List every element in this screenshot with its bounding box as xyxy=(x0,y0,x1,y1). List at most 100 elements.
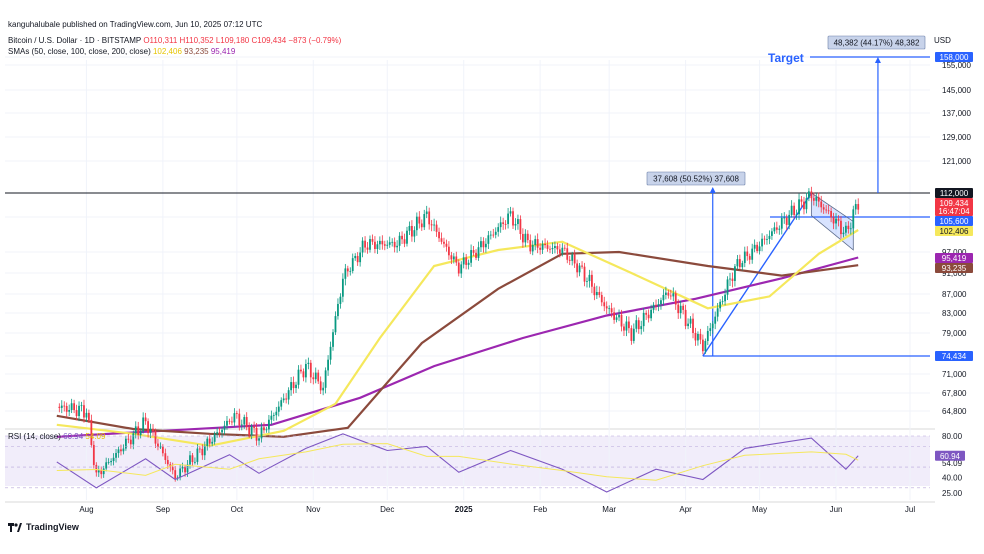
candle-body xyxy=(383,244,386,246)
candle-body xyxy=(694,332,697,341)
candle-body xyxy=(746,251,749,257)
pole-box xyxy=(646,171,746,186)
candle-body xyxy=(369,239,371,250)
candle-body xyxy=(396,245,399,248)
candle-body xyxy=(588,274,591,282)
candle-body xyxy=(211,441,214,444)
candle-body xyxy=(753,244,756,249)
candle-body xyxy=(803,201,805,210)
candle-body xyxy=(263,427,265,431)
candle-body xyxy=(640,326,643,330)
candle-body xyxy=(354,255,357,259)
candle-body xyxy=(376,244,379,250)
candle-body xyxy=(840,220,842,235)
candle-body xyxy=(825,209,828,211)
symbol-name: Bitcoin / U.S. Dollar · 1D · BITSTAMP xyxy=(8,36,142,45)
candle-body xyxy=(127,438,130,440)
candle-body xyxy=(679,305,682,314)
candle-body xyxy=(531,244,534,252)
candle-body xyxy=(756,244,759,252)
candle-body xyxy=(827,210,830,212)
candle-body xyxy=(734,266,736,281)
candle-body xyxy=(677,304,680,314)
time-tick-label: Oct xyxy=(231,505,244,514)
candle-body xyxy=(381,240,384,245)
candle-body xyxy=(378,240,381,245)
candle-body xyxy=(196,448,199,462)
candle-body xyxy=(110,461,112,463)
candle-body xyxy=(650,309,652,319)
price-label-text: 93,235 xyxy=(942,264,967,273)
rsi-current-text: 60.94 xyxy=(940,452,961,461)
candle-body xyxy=(623,326,625,331)
candle-body xyxy=(795,214,798,216)
candle-body xyxy=(798,199,800,215)
candle-body xyxy=(761,238,763,247)
candle-body xyxy=(179,468,182,478)
candle-body xyxy=(775,227,778,230)
candle-body xyxy=(778,228,781,230)
candle-body xyxy=(625,321,628,331)
candle-body xyxy=(716,308,719,317)
sma200-value: 95,419 xyxy=(210,47,236,56)
candle-body xyxy=(164,453,167,460)
candle-body xyxy=(536,239,539,248)
candle-body xyxy=(359,252,362,263)
candle-body xyxy=(277,406,280,412)
candle-body xyxy=(751,248,754,260)
candle-body xyxy=(524,233,527,243)
price-label-text: 102,406 xyxy=(940,227,969,236)
candle-body xyxy=(166,459,169,465)
candle-body xyxy=(805,198,808,210)
candle-body xyxy=(563,247,566,249)
candle-body xyxy=(632,328,635,341)
symbol-ohlc-line: Bitcoin / U.S. Dollar · 1D · BITSTAMP O1… xyxy=(8,36,341,45)
candle-body xyxy=(364,240,366,248)
candle-body xyxy=(709,328,712,331)
candle-body xyxy=(820,201,823,208)
candle-body xyxy=(287,390,290,400)
candle-body xyxy=(120,449,122,452)
candle-body xyxy=(184,466,186,473)
candle-body xyxy=(748,256,751,260)
candle-body xyxy=(112,457,115,462)
candle-body xyxy=(817,197,820,202)
candle-body xyxy=(206,438,209,446)
candle-body xyxy=(568,259,571,261)
candle-body xyxy=(642,312,645,327)
price-label-box xyxy=(935,216,973,226)
candle-body xyxy=(100,470,103,475)
candle-body xyxy=(194,461,196,463)
candle-body xyxy=(295,384,297,389)
candle-body xyxy=(489,234,492,236)
price-tick-label: 71,000 xyxy=(942,370,967,379)
candle-body xyxy=(223,425,226,430)
price-tick-label: 67,800 xyxy=(942,389,967,398)
candle-body xyxy=(615,317,618,320)
candle-body xyxy=(603,302,606,307)
candle-body xyxy=(157,443,159,447)
candle-body xyxy=(292,382,295,389)
candle-body xyxy=(317,372,320,382)
tradingview-brand[interactable]: TradingView xyxy=(8,522,79,532)
candle-body xyxy=(576,263,579,273)
candle-body xyxy=(435,224,438,232)
candle-body xyxy=(73,403,76,411)
candle-body xyxy=(652,304,655,310)
tradingview-logo-icon xyxy=(8,522,22,532)
candle-body xyxy=(174,470,177,479)
price-label-box xyxy=(935,226,973,236)
candle-body xyxy=(63,405,66,407)
candle-body xyxy=(852,209,855,229)
candle-body xyxy=(349,270,352,272)
candle-body xyxy=(282,398,285,401)
candle-body xyxy=(329,346,332,360)
candle-body xyxy=(115,453,117,458)
candle-body xyxy=(443,241,445,244)
candle-body xyxy=(554,246,556,249)
candle-body xyxy=(65,406,68,412)
price-tick-label: 155,000 xyxy=(942,61,971,70)
candle-body xyxy=(248,427,251,436)
candle-body xyxy=(285,398,288,400)
candle-body xyxy=(186,464,189,473)
